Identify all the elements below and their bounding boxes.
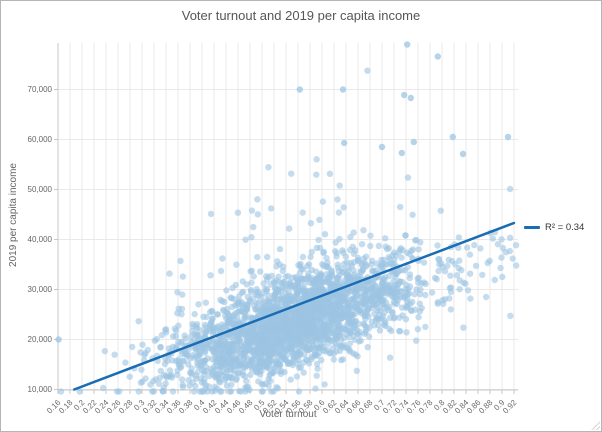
- scatter-outlier-points[interactable]: [55, 41, 512, 395]
- svg-text:10,000: 10,000: [28, 385, 53, 394]
- legend-line-icon: [524, 226, 540, 229]
- resize-handle-icon[interactable]: [591, 421, 600, 430]
- legend-label: R² = 0.34: [545, 222, 585, 233]
- svg-text:30,000: 30,000: [28, 285, 53, 294]
- y-axis-title: 2019 per capita income: [8, 163, 19, 267]
- svg-text:60,000: 60,000: [28, 135, 53, 144]
- axis-lines: [54, 43, 518, 394]
- svg-text:40,000: 40,000: [28, 235, 53, 244]
- svg-text:70,000: 70,000: [28, 85, 53, 94]
- chart-title: Voter turnout and 2019 per capita income: [181, 8, 421, 23]
- svg-text:20,000: 20,000: [28, 335, 53, 344]
- scatter-points[interactable]: [57, 67, 520, 395]
- y-tick-labels: 10,000 20,000 30,000 40,000 50,000 60,000 70,0…: [28, 85, 53, 394]
- trend-line[interactable]: [72, 221, 516, 391]
- x-axis-title: Voter turnout: [259, 409, 317, 420]
- legend-item-r-squared[interactable]: R² = 0.34: [524, 222, 584, 233]
- svg-text:50,000: 50,000: [28, 185, 53, 194]
